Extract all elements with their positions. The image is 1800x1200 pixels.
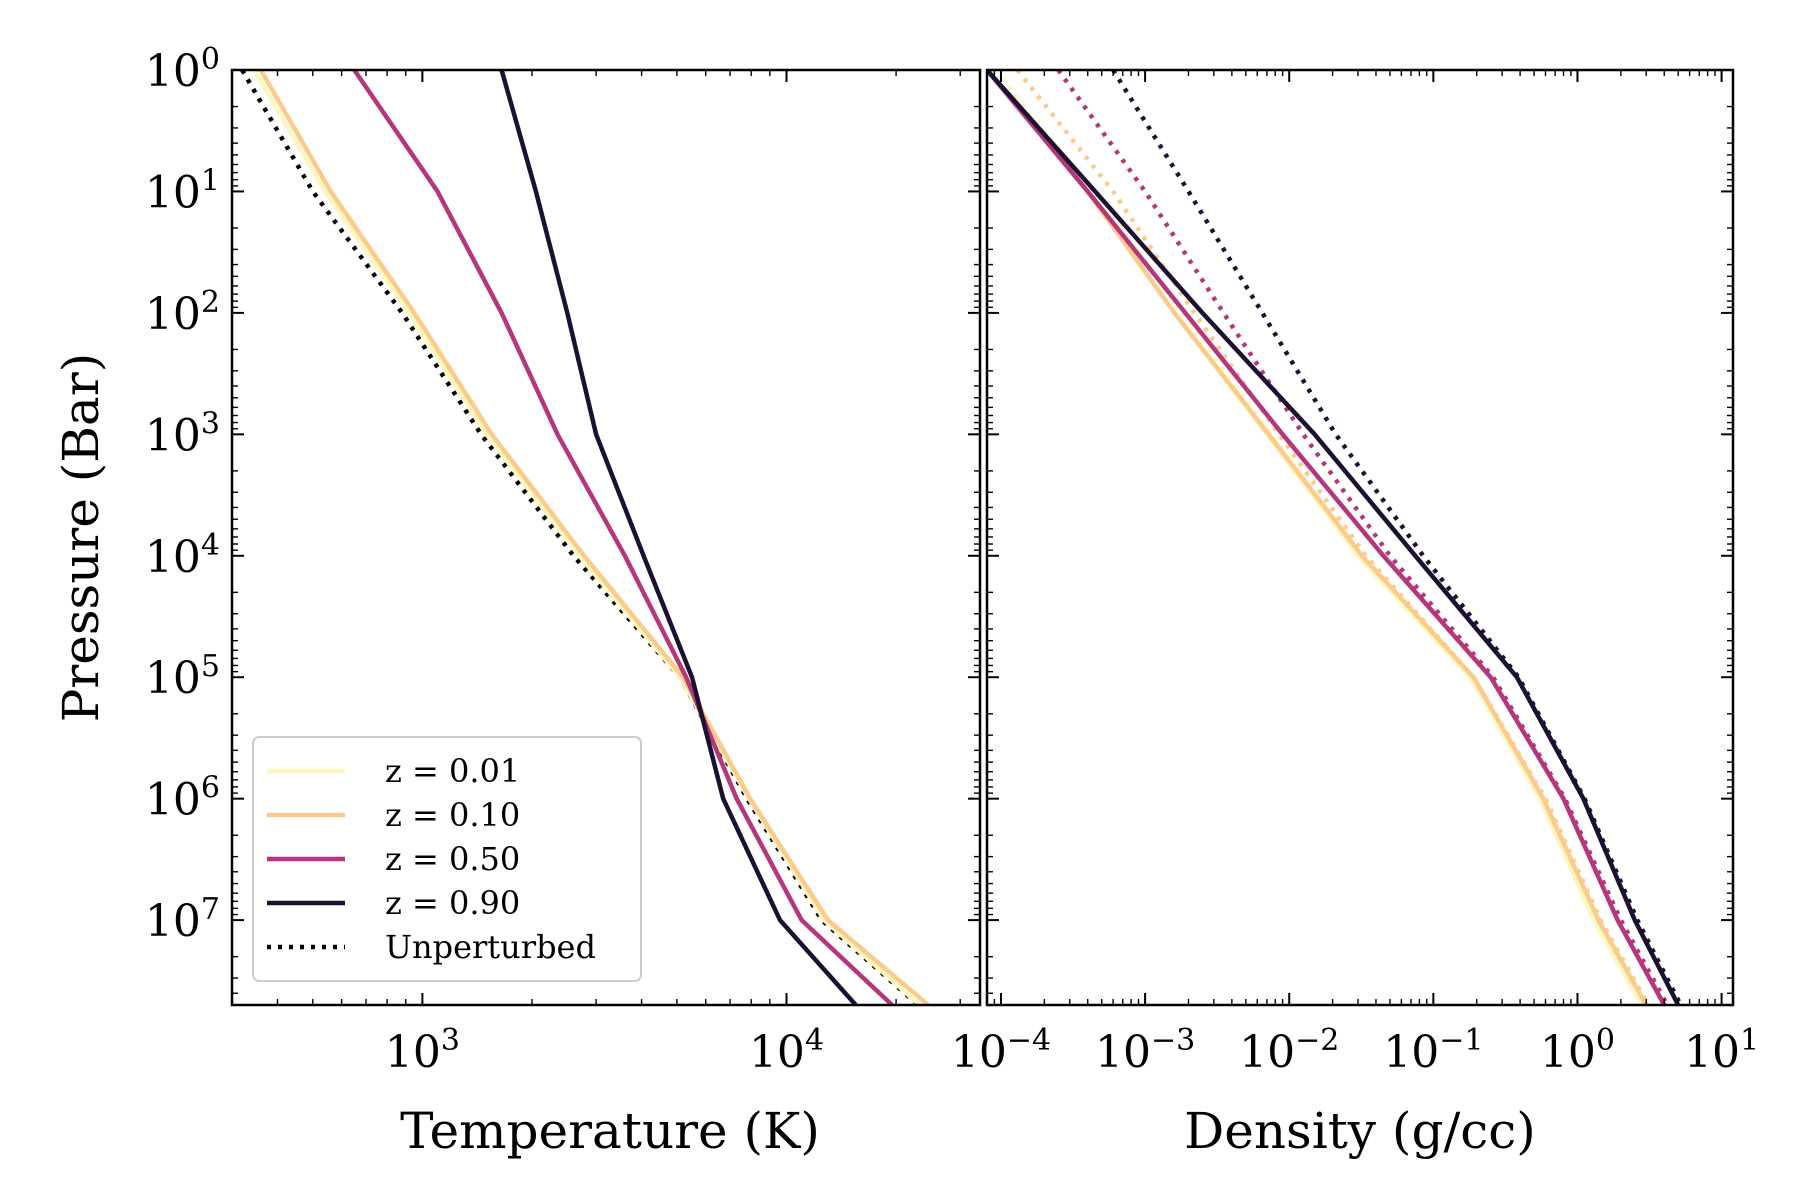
x-axis-label: Density (g/cc) (1184, 1102, 1536, 1160)
legend-label: z = 0.50 (385, 840, 520, 878)
series-line-z-0-10 (258, 70, 930, 1005)
x-ticks (986, 70, 1723, 1005)
x-tick-label: 10−3 (1095, 1023, 1195, 1079)
density-panel: 10−4 10−3 10−2 10−1 100 101 Density (g/cc) (951, 68, 1759, 1160)
x-tick-label: 104 (749, 1023, 824, 1079)
x-tick-label: 103 (385, 1023, 460, 1079)
legend-box (252, 736, 642, 982)
legend-label: z = 0.10 (385, 796, 520, 834)
y-axis-label: Pressure (Bar) (52, 353, 110, 723)
legend-label: z = 0.90 (385, 884, 520, 922)
x-tick-label: 10−4 (951, 1023, 1051, 1079)
y-tick-label: 105 (145, 649, 220, 705)
series-line-z-0-90 (987, 70, 1681, 1005)
legend: z = 0.01 z = 0.10 z = 0.50 z = 0.90 Unpertur… (252, 736, 642, 982)
x-tick-label: 10−1 (1383, 1023, 1483, 1079)
series-line-z-0-01-unperturbed- (992, 70, 1647, 1005)
x-tick-label: 100 (1540, 1023, 1615, 1079)
x-axis-label: Temperature (K) (400, 1102, 820, 1160)
series-line-z-0-90 (499, 70, 858, 1005)
legend-label: Unperturbed (385, 928, 596, 966)
series-line-unperturbed (240, 70, 920, 1005)
y-tick-label: 107 (145, 892, 220, 948)
series-line-z-0-50 (987, 70, 1667, 1005)
temperature-panel: 103 104 100 101 102 103 104 105 106 107 Temperatur… (52, 42, 982, 1160)
series-line-z-0-50 (352, 70, 894, 1005)
x-tick-label: 101 (1684, 1023, 1759, 1079)
x-ticks (231, 70, 961, 1005)
y-ticks (987, 69, 1733, 1006)
legend-label: z = 0.01 (385, 752, 520, 790)
y-tick-label: 104 (145, 527, 220, 583)
series-line-z-0-01 (252, 70, 922, 1005)
series-line-z-0-90-unperturbed- (1111, 70, 1683, 1005)
y-tick-label: 100 (145, 42, 220, 98)
series-line-z-0-50-unperturbed- (1056, 70, 1670, 1005)
series-line-z-0-01 (987, 70, 1644, 1005)
y-tick-label: 101 (145, 163, 220, 219)
y-tick-label: 106 (145, 770, 220, 826)
series-group (240, 70, 930, 1005)
y-ticks (232, 69, 980, 1006)
x-tick-label: 10−2 (1239, 1023, 1339, 1079)
y-tick-label: 103 (145, 406, 220, 462)
series-group (987, 70, 1683, 1005)
series-line-z-0-10 (987, 70, 1649, 1005)
y-tick-label: 102 (145, 284, 220, 340)
series-line-z-0-10-unperturbed- (1015, 70, 1651, 1005)
